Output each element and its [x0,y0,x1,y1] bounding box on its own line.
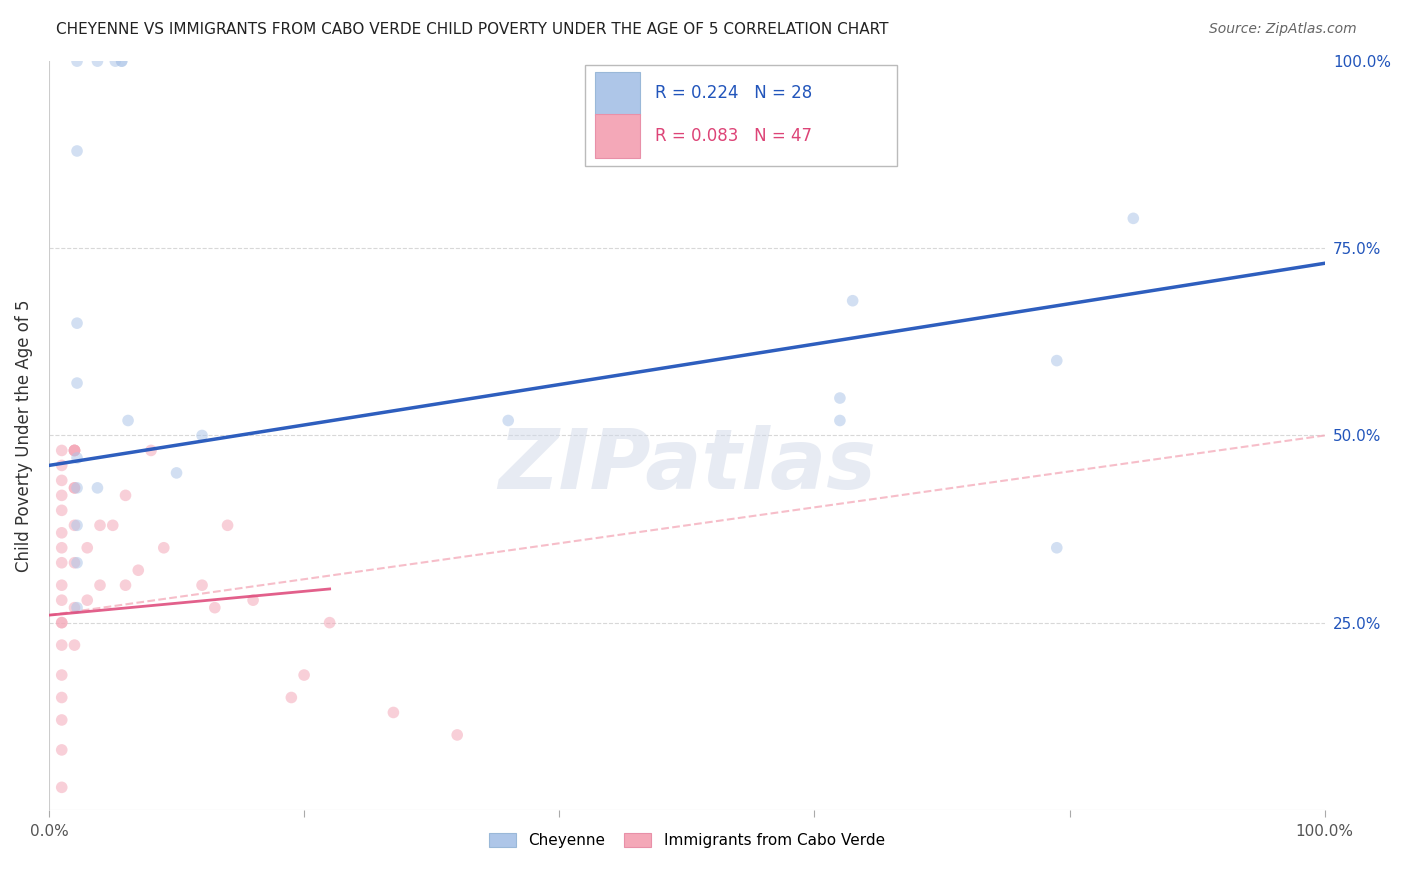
Point [242,593,264,607]
Point [51,615,73,630]
Point [51,743,73,757]
Point [280,690,302,705]
Point [63,518,86,533]
Text: Source: ZipAtlas.com: Source: ZipAtlas.com [1209,22,1357,37]
Point [66,481,89,495]
Point [66,556,89,570]
Text: ZIPatlas: ZIPatlas [498,425,876,506]
Point [114,578,136,592]
Point [63,481,86,495]
Point [292,668,315,682]
Point [76,593,98,607]
Bar [595,114,640,158]
Point [127,563,149,577]
Point [166,466,188,480]
Point [51,488,73,502]
Point [114,488,136,502]
Point [111,54,134,69]
Y-axis label: Child Poverty Under the Age of 5: Child Poverty Under the Age of 5 [15,299,32,572]
Point [828,413,851,427]
Point [101,518,124,533]
Point [51,593,73,607]
Point [63,556,86,570]
Point [191,428,214,442]
FancyBboxPatch shape [585,65,897,166]
Point [191,578,214,592]
Point [51,668,73,682]
Point [89,518,111,533]
Point [63,443,86,458]
Point [51,525,73,540]
Point [104,54,127,69]
Legend: Cheyenne, Immigrants from Cabo Verde: Cheyenne, Immigrants from Cabo Verde [482,827,891,855]
Point [1046,541,1069,555]
Point [66,144,89,158]
Point [63,443,86,458]
Point [51,638,73,652]
Point [66,54,89,69]
Point [66,450,89,465]
Point [63,638,86,652]
Point [51,443,73,458]
Point [66,376,89,390]
Point [86,54,108,69]
Point [1046,353,1069,368]
Point [217,518,239,533]
Point [63,600,86,615]
Point [51,780,73,795]
Point [111,54,134,69]
Point [86,481,108,495]
Point [51,690,73,705]
Point [496,413,519,427]
Point [66,518,89,533]
Text: R = 0.083   N = 47: R = 0.083 N = 47 [655,127,811,145]
Point [51,556,73,570]
Point [828,391,851,405]
Point [51,713,73,727]
Point [117,413,139,427]
Point [139,443,162,458]
Point [318,615,340,630]
Point [51,578,73,592]
Point [841,293,863,308]
Point [76,541,98,555]
Point [66,316,89,330]
Point [89,578,111,592]
Point [63,481,86,495]
Point [51,458,73,473]
Point [66,600,89,615]
Text: R = 0.224   N = 28: R = 0.224 N = 28 [655,85,813,103]
Point [382,706,405,720]
Point [446,728,468,742]
Bar [595,71,640,115]
Point [204,600,226,615]
Point [63,443,86,458]
Text: CHEYENNE VS IMMIGRANTS FROM CABO VERDE CHILD POVERTY UNDER THE AGE OF 5 CORRELAT: CHEYENNE VS IMMIGRANTS FROM CABO VERDE C… [56,22,889,37]
Point [152,541,174,555]
Point [51,615,73,630]
Point [63,443,86,458]
Point [51,541,73,555]
Point [51,474,73,488]
Point [1122,211,1144,226]
Point [51,503,73,517]
